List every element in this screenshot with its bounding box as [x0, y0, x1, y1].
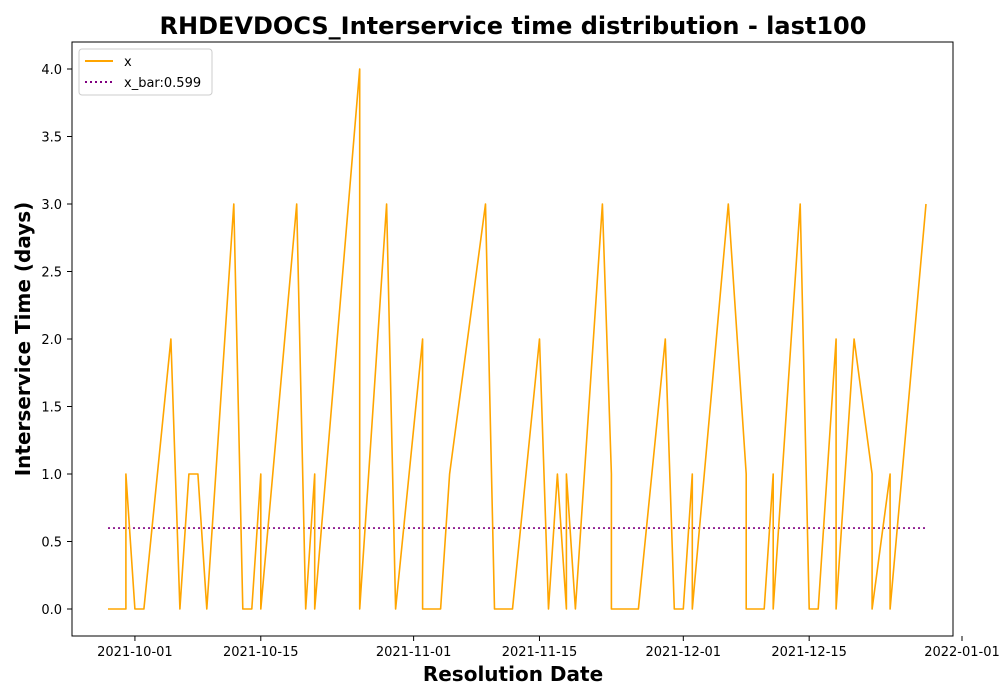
- x-tick-label: 2021-11-01: [376, 645, 452, 660]
- legend-label-x-bar: x_bar:0.599: [124, 76, 201, 91]
- legend: x x_bar:0.599: [78, 48, 213, 96]
- x-tick-label: 2021-10-15: [223, 645, 299, 660]
- x-axis-label: Resolution Date: [423, 662, 603, 686]
- y-axis-label: Interservice Time (days): [11, 202, 35, 477]
- y-tick-label: 1.5: [41, 401, 62, 416]
- y-tick-label: 3.5: [41, 131, 62, 146]
- x-tick-label: 2021-10-01: [97, 645, 173, 660]
- x-tick-label: 2021-12-01: [646, 645, 722, 660]
- y-tick-label: 3.0: [41, 198, 62, 213]
- x-axis: 2021-10-01 2021-10-15 2021-11-01 2021-11-15…: [97, 636, 1000, 660]
- y-axis: 0.0 0.5 1.0 1.5 2.0 2.5 3.0 3.5 4.0: [41, 63, 72, 618]
- y-tick-label: 2.5: [41, 266, 62, 281]
- y-tick-label: 0.5: [41, 536, 62, 551]
- y-tick-label: 0.0: [41, 603, 62, 618]
- plot-background: [72, 42, 953, 636]
- legend-label-x: x: [124, 55, 132, 70]
- y-tick-label: 4.0: [41, 63, 62, 78]
- chart-title: RHDEVDOCS_Interservice time distribution…: [160, 12, 867, 40]
- y-tick-label: 1.0: [41, 468, 62, 483]
- plot-area: [71, 41, 954, 637]
- y-tick-label: 2.0: [41, 333, 62, 348]
- x-tick-label: 2022-01-01: [924, 645, 1000, 660]
- x-tick-label: 2021-11-15: [502, 645, 578, 660]
- series-group: [108, 68, 927, 610]
- x-tick-label: 2021-12-15: [771, 645, 847, 660]
- series-line-x: [108, 68, 927, 610]
